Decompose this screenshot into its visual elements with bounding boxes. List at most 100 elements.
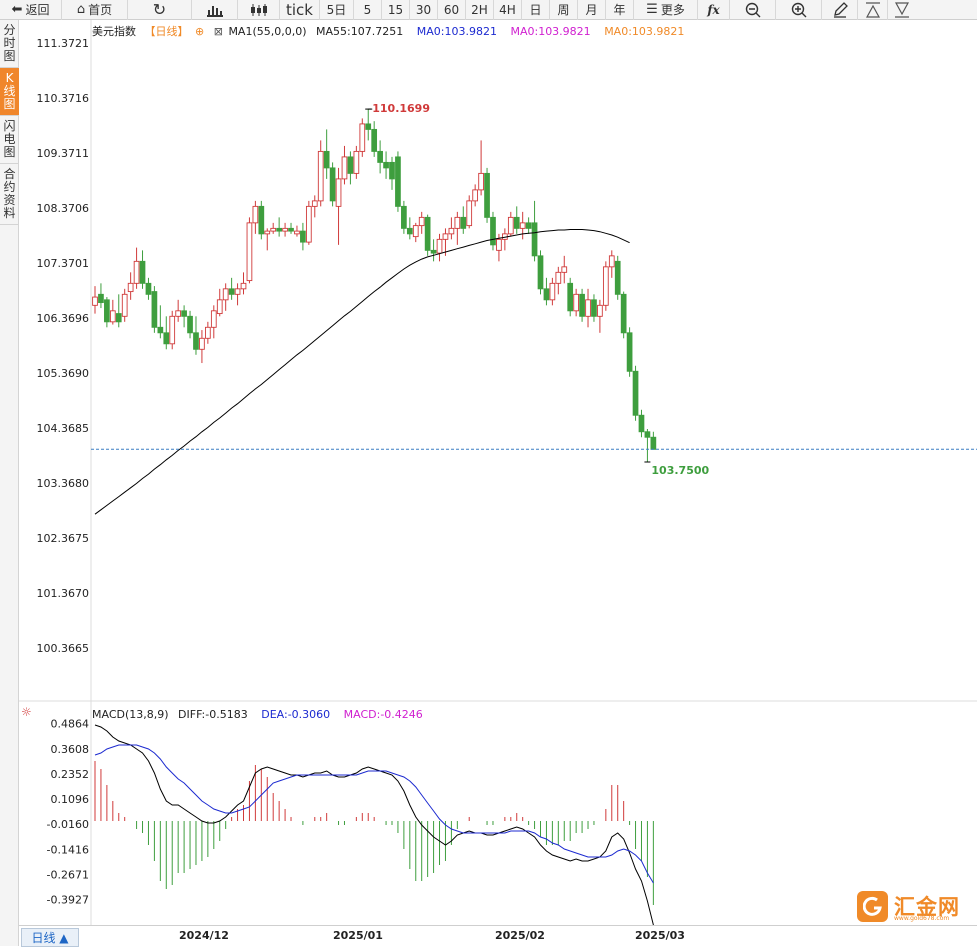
logo-text: 汇金网 (894, 895, 960, 919)
candle-body (472, 189, 479, 202)
candle (288, 222, 294, 234)
candle (157, 305, 164, 339)
candle-body (276, 227, 282, 232)
candle (513, 206, 520, 234)
ma-settings-icon[interactable]: ⊠ (214, 25, 223, 38)
candle (127, 272, 134, 300)
candle (502, 228, 508, 251)
candle-body (507, 216, 514, 235)
scroll-down-button[interactable] (888, 0, 916, 20)
symbol-name: 美元指数 (92, 24, 136, 38)
candle (638, 409, 645, 438)
back-button[interactable]: ⬅ 返回 (0, 0, 62, 20)
candle-body (555, 271, 562, 284)
nav-kline[interactable]: K线图 (0, 68, 19, 116)
date-label: 2025/01 (333, 929, 383, 942)
candle (608, 250, 615, 278)
low-price-label: 103.7500 (651, 464, 709, 477)
menu-icon: ☰ (646, 2, 658, 17)
candle-body (323, 150, 330, 169)
home-button[interactable]: ⌂ 首页 (62, 0, 128, 20)
more-button[interactable]: ☰ 更多 (634, 0, 698, 20)
zoom-out-button[interactable] (730, 0, 776, 20)
candle (543, 277, 550, 306)
main-y-axis: 111.3721 110.3716 109.3711 108.3706 107.3701… (37, 37, 90, 655)
candle-body (591, 299, 597, 317)
period-4h[interactable]: 4H (494, 0, 522, 20)
period-2h[interactable]: 2H (466, 0, 494, 20)
candle-body (145, 282, 152, 295)
refresh-button[interactable]: ↻ (128, 0, 192, 20)
candle (359, 118, 366, 157)
macd-y-tick-label: -0.3927 (47, 894, 89, 907)
candle-body (169, 315, 176, 345)
ma1-label: MA1(55,0,0,0) (228, 25, 306, 38)
candle-body (454, 216, 461, 229)
candle (104, 297, 110, 328)
period-tick[interactable]: tick (280, 0, 320, 20)
candle (365, 109, 372, 141)
zoom-out-icon (745, 2, 760, 17)
y-tick-label: 105.3690 (37, 367, 90, 380)
period-5day[interactable]: 5日 (320, 0, 354, 20)
candle-body (412, 225, 419, 238)
zoom-in-icon (791, 2, 806, 17)
candle-type-button[interactable] (238, 0, 280, 20)
draw-button[interactable] (822, 0, 858, 20)
candle-body (264, 230, 271, 235)
scroll-up-button[interactable] (858, 0, 888, 20)
ma55-line (94, 229, 630, 515)
nav-timeshare[interactable]: 分时图 (0, 20, 19, 68)
candle (531, 200, 538, 262)
period-year[interactable]: 年 (606, 0, 634, 20)
candle (519, 211, 526, 240)
period-label: 【日线】 (145, 24, 189, 38)
candlestick-series (92, 109, 657, 462)
candle-body (406, 227, 413, 235)
candle (305, 200, 312, 245)
candle (383, 151, 389, 179)
indicator-settings-icon[interactable]: ☼ (21, 705, 32, 719)
candle-body (377, 150, 383, 163)
candle (329, 162, 336, 207)
diff-value: DIFF:-0.5183 (178, 708, 248, 721)
period-week[interactable]: 周 (550, 0, 578, 20)
nav-flash-chart[interactable]: 闪电图 (0, 116, 19, 164)
period-60[interactable]: 60 (438, 0, 466, 20)
candle (240, 272, 247, 295)
candle-body (317, 150, 324, 202)
candle (98, 283, 104, 309)
candle (169, 310, 176, 350)
period-tab[interactable]: 日线 ▲ (21, 928, 79, 947)
candle-body (193, 332, 199, 350)
candle (490, 211, 496, 251)
candle (246, 217, 253, 284)
y-tick-label: 106.3696 (37, 312, 90, 325)
kline-chart[interactable]: 111.3721 110.3716 109.3711 108.3706 107.3701… (19, 20, 977, 925)
candle (323, 129, 330, 179)
period-month[interactable]: 月 (578, 0, 606, 20)
candle-body (531, 222, 538, 257)
candle-body (442, 233, 449, 240)
period-30[interactable]: 30 (410, 0, 438, 20)
candle (216, 288, 223, 317)
candle (353, 145, 360, 179)
nav-contract-info[interactable]: 合约资料 (0, 164, 19, 225)
formula-button[interactable]: fx (698, 0, 730, 20)
candle (626, 327, 633, 377)
y-tick-label: 110.3716 (37, 92, 90, 105)
date-label: 2025/03 (635, 929, 685, 942)
macd-y-tick-label: 0.3608 (51, 743, 90, 756)
candle (549, 277, 556, 306)
candle-body (187, 315, 193, 334)
candle (412, 222, 419, 243)
period-day[interactable]: 日 (522, 0, 550, 20)
candle-body (359, 123, 366, 152)
period-15[interactable]: 15 (382, 0, 410, 20)
settings-icon[interactable]: ⊕ (195, 25, 204, 38)
chart-type-button[interactable] (192, 0, 238, 20)
zoom-in-button[interactable] (776, 0, 822, 20)
candle-body (496, 238, 502, 251)
period-5[interactable]: 5 (354, 0, 382, 20)
candle-body (181, 310, 187, 317)
